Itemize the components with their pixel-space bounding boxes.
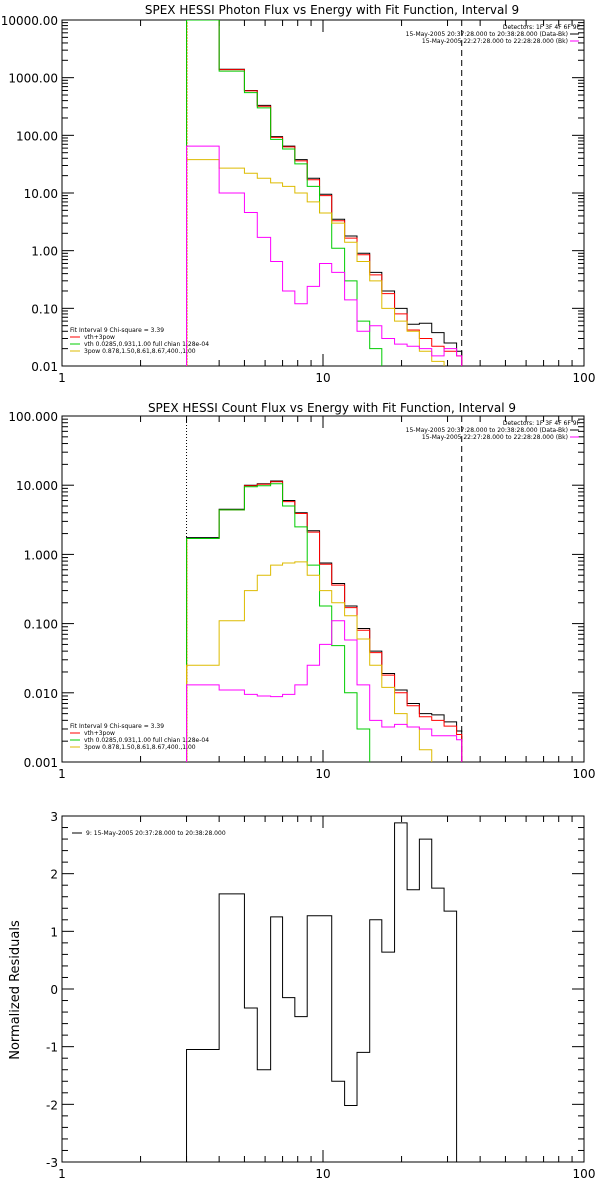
count-flux-title: SPEX HESSI Count Flux vs Energy with Fit… [148,401,516,415]
x-tick-label: 1 [58,767,66,781]
series-group [186,480,463,762]
legend-bottom-left-entry: vth+3pow [84,334,115,341]
y-tick-label: 10.000 [16,479,58,493]
y-tick-label: 100.000 [8,410,58,424]
series-line-0 [186,822,462,1162]
series-line-1 [186,20,463,366]
count-flux-panel: SPEX HESSI Count Flux vs Energy with Fit… [8,401,595,781]
legend-top-right-entry: Detectors: 1F 3F 4F 6F 9F [503,24,581,31]
legend-top-right-entry: 15-May-2005 20:37:28.000 to 20:38:28.000… [406,427,568,434]
series-line-4 [186,620,463,762]
plot-frame [61,815,585,1163]
series-line-3 [186,159,445,366]
legend-top-right-entry: 15-May-2005 22:27:28.000 to 22:28:28.000… [422,38,568,45]
y-tick-label: -2 [46,1098,58,1112]
legend-bottom-left-entry: vth 0.0285,0.931,1.00 full chian 1.28e-0… [84,737,209,744]
legend-bottom-left-entry: vth 0.0285,0.931,1.00 full chian 1.28e-0… [84,341,209,348]
legend-bottom-left-entry: vth+3pow [84,730,115,737]
plot-frame [61,415,585,763]
x-tick-label: 100 [573,767,596,781]
x-tick-label: 1 [58,1167,66,1181]
x-tick-label: 10 [315,1167,330,1181]
y-tick-label: 0 [50,983,58,997]
y-tick-label: 1 [50,925,58,939]
y-tick-label: 10.00 [24,187,58,201]
y-tick-label: 10000.00 [1,14,58,28]
y-tick-label: 1.00 [31,245,58,259]
y-tick-label: 1.000 [24,548,58,562]
x-tick-label: 1 [58,371,66,385]
photon-flux-panel: SPEX HESSI Photon Flux vs Energy with Fi… [1,3,596,385]
y-tick-label: 2 [50,868,58,882]
photon-flux-title: SPEX HESSI Photon Flux vs Energy with Fi… [145,3,519,17]
legend-top-left-entry: 9: 15-May-2005 20:37:28.000 to 20:38:28.… [86,830,226,837]
y-tick-label: -3 [46,1156,58,1170]
series-line-0 [186,480,463,762]
x-tick-label: 100 [573,371,596,385]
legend-bottom-left-entry: 3pow 0.878,1.50,8.61,8.67,400.,1.00 [84,348,196,355]
series-line-2 [186,20,383,366]
y-tick-label: 1000.00 [8,72,58,86]
series-line-2 [186,483,371,762]
legend-bottom-left-entry: Fit Interval 9 Chi-square = 3.39 [70,723,164,730]
legend-top-right-entry: Detectors: 1F 3F 4F 6F 9F [503,420,581,427]
series-group [186,20,463,366]
series-line-4 [186,145,463,366]
legend-top-right-entry: 15-May-2005 22:27:28.000 to 22:28:28.000… [422,434,568,441]
series-line-1 [186,481,463,762]
y-tick-label: 0.10 [31,302,58,316]
legend-bottom-left-entry: Fit Interval 9 Chi-square = 3.39 [70,327,164,334]
y-tick-label: 0.100 [24,618,58,632]
residuals-y-axis-label: Normalized Residuals [8,920,23,1060]
y-tick-label: 0.01 [31,360,58,374]
x-tick-label: 10 [315,767,330,781]
y-tick-label: 0.010 [24,687,58,701]
residuals-panel: Normalized Residuals 1 10 1003210-1-2-39: … [8,810,595,1181]
series-group [186,822,462,1162]
legend-top-right-entry: 15-May-2005 20:37:28.000 to 20:38:28.000… [406,31,568,38]
legend-bottom-left-entry: 3pow 0.878,1.50,8.61,8.67,400.,1.00 [84,744,196,751]
x-tick-label: 10 [315,371,330,385]
y-tick-label: 3 [50,810,58,824]
y-tick-label: 0.001 [24,756,58,770]
series-line-3 [186,561,433,762]
plot-frame [61,19,585,367]
y-tick-label: 100.00 [16,129,58,143]
x-tick-label: 100 [573,1167,596,1181]
y-tick-label: -1 [46,1041,58,1055]
